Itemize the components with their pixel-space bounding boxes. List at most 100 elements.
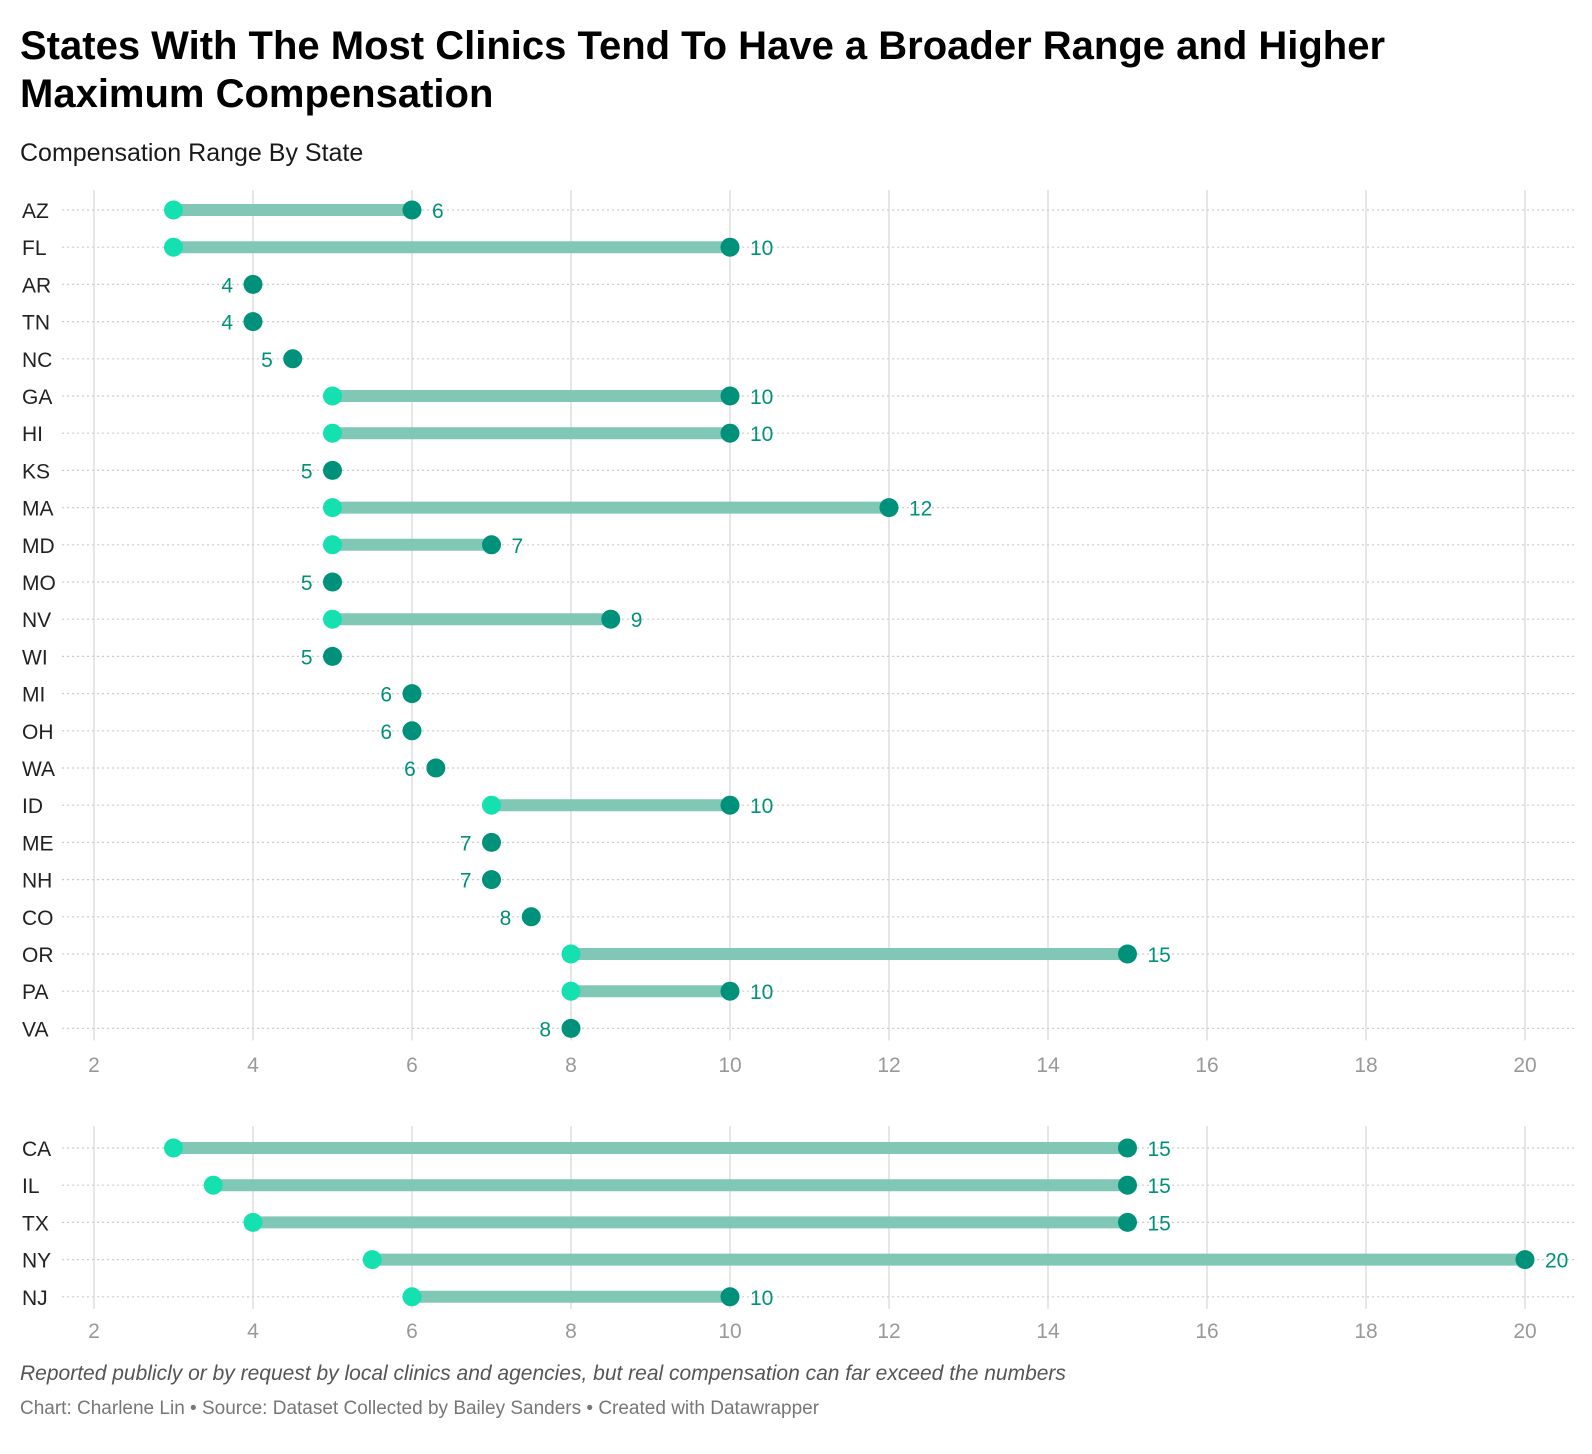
max-dot <box>1118 1175 1137 1195</box>
x-tick-label: 20 <box>1513 1054 1536 1077</box>
value-label: 5 <box>301 460 313 483</box>
state-label: TX <box>22 1212 49 1235</box>
state-label: ME <box>22 832 54 855</box>
state-label: OR <box>22 944 54 967</box>
x-tick-label: 4 <box>247 1320 259 1343</box>
value-label: 15 <box>1148 944 1171 967</box>
state-label: GA <box>22 386 52 409</box>
max-dot <box>243 312 263 332</box>
x-tick-label: 4 <box>247 1054 259 1077</box>
x-tick-label: 12 <box>877 1320 900 1343</box>
value-label: 7 <box>512 535 524 558</box>
max-dot <box>720 386 740 406</box>
state-label: ID <box>22 795 43 818</box>
chart-title: States With The Most Clinics Tend To Hav… <box>20 24 1386 116</box>
state-label: AR <box>22 274 51 297</box>
value-label: 6 <box>404 758 416 781</box>
value-label: 6 <box>380 684 392 707</box>
min-dot <box>243 1212 263 1232</box>
x-tick-label: 2 <box>88 1320 100 1343</box>
value-label: 15 <box>1148 1212 1171 1235</box>
max-dot <box>426 758 446 778</box>
value-label: 10 <box>750 795 773 818</box>
state-label: MD <box>22 535 55 558</box>
max-dot <box>323 646 342 666</box>
value-label: 10 <box>750 1287 773 1310</box>
min-dot <box>323 535 342 555</box>
value-label: 5 <box>261 349 273 372</box>
value-label: 12 <box>909 498 932 521</box>
max-dot <box>720 423 740 443</box>
value-label: 8 <box>539 1018 551 1041</box>
value-label: 10 <box>750 423 773 446</box>
min-dot <box>362 1250 382 1270</box>
x-tick-label: 18 <box>1354 1320 1377 1343</box>
x-tick-label: 8 <box>565 1054 577 1077</box>
max-dot <box>879 498 899 518</box>
min-dot <box>164 200 183 220</box>
value-label: 8 <box>500 907 512 930</box>
x-tick-label: 18 <box>1354 1054 1377 1077</box>
state-label: MO <box>22 572 56 595</box>
x-tick-label: 14 <box>1036 1320 1060 1343</box>
state-label: TN <box>22 312 50 335</box>
max-dot <box>1118 944 1137 964</box>
value-label: 6 <box>380 721 392 744</box>
state-label: MI <box>22 684 45 707</box>
state-label: WA <box>22 758 55 781</box>
max-dot <box>482 870 501 890</box>
min-dot <box>402 1287 422 1307</box>
max-dot <box>1515 1250 1535 1270</box>
chart-credit: Chart: Charlene Lin • Source: Dataset Co… <box>20 1398 820 1419</box>
state-label: NV <box>22 609 51 632</box>
x-tick-label: 12 <box>877 1054 900 1077</box>
state-label: FL <box>22 237 47 260</box>
state-label: AZ <box>22 200 49 223</box>
min-dot <box>323 423 342 443</box>
max-dot <box>720 795 740 815</box>
value-label: 10 <box>750 237 773 260</box>
x-tick-label: 8 <box>565 1320 577 1343</box>
value-label: 7 <box>460 832 472 855</box>
value-label: 9 <box>631 609 643 632</box>
max-dot <box>323 460 342 480</box>
value-label: 20 <box>1545 1250 1568 1273</box>
x-tick-label: 6 <box>406 1054 418 1077</box>
x-tick-label: 14 <box>1036 1054 1060 1077</box>
state-label: CO <box>22 907 54 930</box>
state-label: PA <box>22 981 48 1004</box>
max-dot <box>720 237 740 257</box>
max-dot <box>283 349 303 369</box>
value-label: 6 <box>432 200 444 223</box>
max-dot <box>720 981 740 1001</box>
value-label: 15 <box>1148 1175 1171 1198</box>
value-label: 10 <box>750 386 773 409</box>
min-dot <box>203 1175 223 1195</box>
max-dot <box>243 274 263 294</box>
max-dot <box>1118 1138 1137 1158</box>
max-dot <box>402 684 422 704</box>
max-dot <box>561 1018 581 1038</box>
state-label: OH <box>22 721 54 744</box>
state-label: WI <box>22 646 48 669</box>
min-dot <box>561 981 581 1001</box>
max-dot <box>482 832 501 852</box>
value-label: 7 <box>460 870 472 893</box>
value-label: 5 <box>301 572 313 595</box>
state-label: VA <box>22 1018 48 1041</box>
min-dot <box>323 498 342 518</box>
min-dot <box>164 1138 183 1158</box>
min-dot <box>323 386 342 406</box>
x-tick-label: 2 <box>88 1054 100 1077</box>
state-label: NJ <box>22 1287 48 1310</box>
x-tick-label: 20 <box>1513 1320 1536 1343</box>
value-label: 5 <box>301 646 313 669</box>
state-label: NY <box>22 1250 51 1273</box>
state-label: CA <box>22 1138 51 1161</box>
max-dot <box>402 200 422 220</box>
state-label: NH <box>22 870 52 893</box>
min-dot <box>323 609 342 629</box>
max-dot <box>402 721 422 741</box>
max-dot <box>521 907 541 927</box>
